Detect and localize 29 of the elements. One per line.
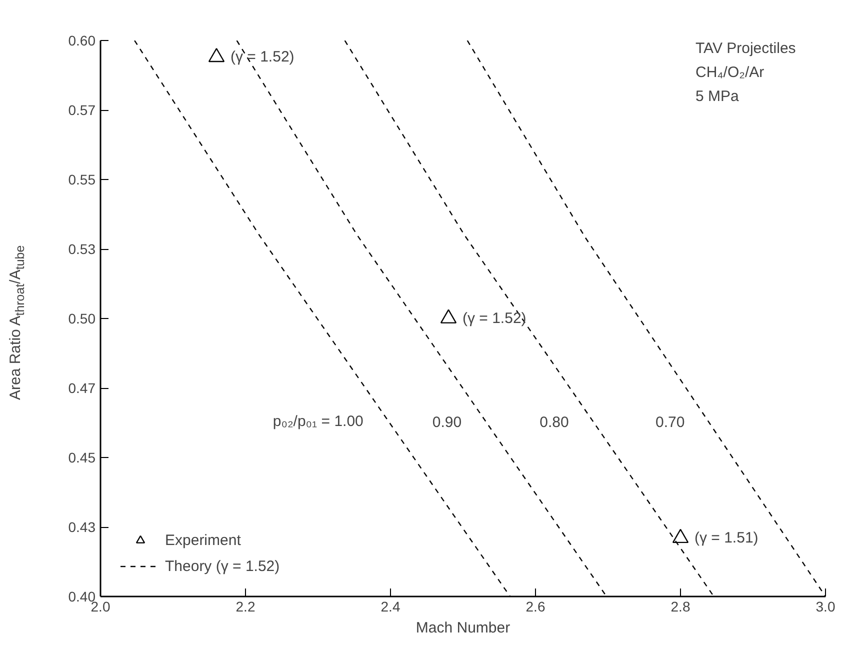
y-tick-label: 0.60 bbox=[68, 32, 96, 48]
legend-label: Experiment bbox=[165, 532, 241, 548]
annotation: (γ = 1.52) bbox=[230, 48, 294, 66]
annotation: 5 MPa bbox=[696, 88, 740, 105]
x-tick-label: 2.4 bbox=[380, 598, 400, 614]
y-tick-label: 0.50 bbox=[68, 310, 96, 326]
annotation: 0.90 bbox=[432, 414, 462, 431]
annotation: 0.80 bbox=[540, 414, 569, 431]
y-tick-label: 0.57 bbox=[68, 102, 96, 118]
point bbox=[672, 528, 689, 544]
point bbox=[208, 48, 225, 62]
annotation: CH₄/O₂/Ar bbox=[696, 64, 764, 81]
x-axis-title: Mach Number bbox=[416, 620, 510, 636]
y-tick-label: 0.43 bbox=[68, 519, 96, 535]
y-tick-label: 0.55 bbox=[68, 172, 96, 188]
x-tick-label: 2.6 bbox=[526, 598, 546, 614]
legend-label: Theory (γ = 1.52) bbox=[165, 558, 280, 574]
annotation: p₀₂/p₀₁ = 1.00 bbox=[272, 412, 364, 430]
y-tick-label: 0.53 bbox=[68, 241, 96, 257]
x-tick-label: 2.2 bbox=[236, 598, 256, 614]
annotation: (γ = 1.51) bbox=[694, 530, 758, 547]
annotation: 0.70 bbox=[656, 414, 685, 431]
x-tick-label: 3.0 bbox=[816, 598, 836, 614]
annotation: (γ = 1.52) bbox=[462, 310, 526, 327]
point bbox=[440, 309, 457, 324]
annotation: TAV Projectiles bbox=[696, 40, 796, 57]
y-tick-label: 0.45 bbox=[68, 450, 96, 466]
x-tick-label: 2.8 bbox=[670, 598, 690, 614]
y-tick-label: 0.47 bbox=[68, 380, 96, 396]
